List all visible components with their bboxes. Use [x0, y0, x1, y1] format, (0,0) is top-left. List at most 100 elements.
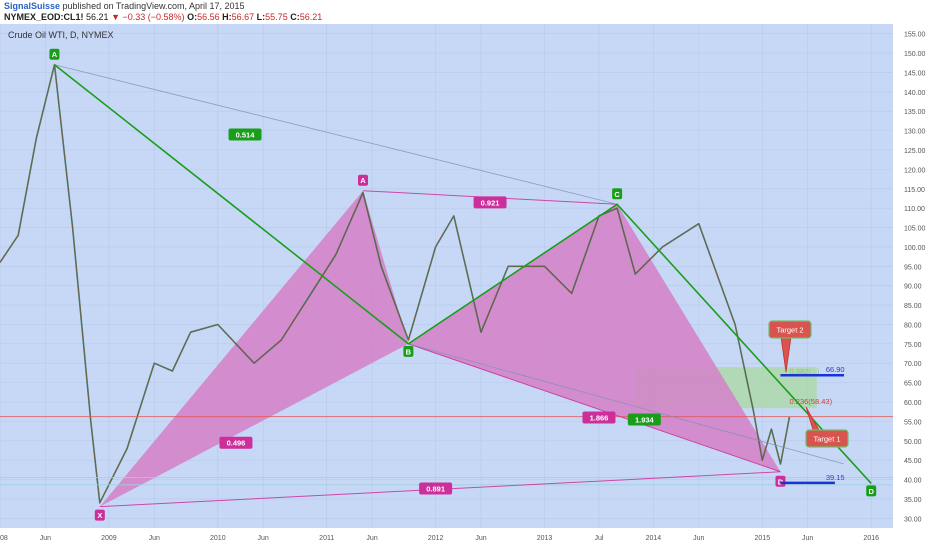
- y-tick-label: 125.00: [904, 148, 926, 155]
- time-axis[interactable]: 2008 Jun 2009 Jun 2010 Jun 2011 Jun 2012 Jun 2013 J…: [0, 528, 932, 550]
- y-tick-label: 75.00: [904, 342, 922, 349]
- target-1-value: 39.15: [826, 473, 845, 482]
- x-tick-label: Jun: [475, 535, 486, 542]
- high-label: H:: [222, 12, 232, 22]
- bcd-triangle: [408, 204, 781, 472]
- x-tick-label: 2009: [101, 535, 117, 542]
- big-d-point-label: D: [869, 487, 875, 496]
- chart-header: SignalSuisse published on TradingView.co…: [0, 0, 932, 24]
- y-tick-label: 110.00: [904, 206, 925, 213]
- fib-0236-label: 0.236(58.43): [790, 397, 833, 406]
- bd-line: [408, 343, 781, 473]
- ratio-cd-big-badge: [627, 413, 661, 426]
- y-tick-label: 150.00: [904, 51, 926, 58]
- y-tick-label: 85.00: [904, 303, 922, 310]
- xab-triangle: [99, 190, 409, 507]
- big-c-point-badge: [612, 188, 623, 200]
- open-label: O:: [187, 12, 198, 22]
- x-tick-label: 2011: [319, 535, 334, 542]
- ratio-ab-big: 0.514: [236, 130, 256, 139]
- low-label: L:: [256, 12, 266, 22]
- close-label: C:: [290, 12, 300, 22]
- big-a-point-badge: [49, 48, 60, 60]
- y-tick-label: 95.00: [904, 264, 922, 271]
- x-tick-label: 2012: [428, 535, 444, 542]
- y-tick-label: 155.00: [904, 32, 926, 39]
- y-tick-label: 45.00: [904, 458, 922, 465]
- y-tick-label: 80.00: [904, 322, 922, 329]
- y-tick-label: 30.00: [904, 516, 922, 523]
- big-a-point-label: A: [52, 50, 58, 59]
- ratio-xab: 0.496: [227, 439, 246, 448]
- x-tick-label: 2014: [646, 535, 662, 542]
- y-tick-label: 60.00: [904, 400, 922, 407]
- last-price: 56.21: [86, 12, 109, 22]
- price-axis[interactable]: 30.00 35.00 40.00 45.00 50.00 55.00 60.00 65.00…: [893, 24, 932, 550]
- small-x-point-badge: [94, 509, 105, 521]
- small-a-point-label: A: [360, 176, 366, 185]
- low-value: 55.75: [265, 12, 288, 22]
- x-tick-label: 2015: [755, 535, 771, 542]
- x-tick-label: Jul: [594, 535, 603, 542]
- ac-projection-line: [54, 64, 618, 205]
- ratio-abc-badge: [473, 196, 507, 209]
- big-b-point-label: B: [406, 347, 412, 356]
- bd-projection-line: [408, 343, 845, 465]
- y-tick-label: 135.00: [904, 109, 926, 116]
- y-tick-label: 145.00: [904, 70, 926, 77]
- high-value: 56.67: [231, 12, 255, 22]
- close-value: 56.21: [299, 12, 323, 22]
- symbol-name: NYMEX_EOD:CL1!: [4, 12, 84, 22]
- y-tick-label: 105.00: [904, 226, 926, 233]
- small-a-point-badge: [358, 174, 369, 186]
- y-tick-label: 140.00: [904, 90, 926, 97]
- pattern-fills: [99, 190, 781, 507]
- x-tick-label: Jun: [40, 535, 51, 542]
- ratio-abc: 0.921: [481, 198, 500, 207]
- x-tick-label: Jun: [258, 535, 269, 542]
- ratio-xab-badge: [219, 436, 253, 449]
- y-tick-label: 115.00: [904, 187, 925, 194]
- fib-0382-label: 0.382(...): [790, 367, 821, 376]
- x-tick-label: 2008: [0, 535, 8, 542]
- publish-info: published on TradingView.com, April 17, …: [62, 1, 245, 11]
- target-2-callout-text: Target 2: [776, 326, 803, 335]
- ratio-bcd: 1.866: [590, 414, 609, 423]
- big-b-point-badge: [403, 345, 414, 357]
- y-tick-label: 65.00: [904, 381, 922, 388]
- ratio-ab-big-badge: [228, 128, 262, 141]
- author-name[interactable]: SignalSuisse: [4, 1, 61, 11]
- y-tick-label: 100.00: [904, 245, 926, 252]
- price-line-texture: [0, 64, 790, 505]
- x-tick-label: Jun: [802, 535, 813, 542]
- x-tick-label: 2013: [537, 535, 553, 542]
- down-arrow-icon: ▼: [111, 12, 120, 22]
- target-1-callout-box: [805, 429, 849, 448]
- ratio-xad: 0.891: [426, 484, 445, 493]
- ratio-bcd-badge: [582, 411, 616, 424]
- y-tick-label: 70.00: [904, 361, 922, 368]
- abcd-path: [54, 64, 872, 484]
- target-2-value: 66.90: [826, 365, 845, 374]
- big-d-point-badge: [866, 485, 877, 497]
- price-chart[interactable]: 56.2140.5038.64ABCDXAD0.5141.9340.4960.9…: [0, 24, 932, 550]
- chart-title: Crude Oil WTI, D, NYMEX: [8, 30, 114, 40]
- x-tick-label: Jun: [693, 535, 704, 542]
- target-1-callout-text: Target 1: [813, 435, 840, 444]
- x-tick-label: 2016: [863, 535, 879, 542]
- price-axis-background: [893, 24, 932, 550]
- price-change: −0.33 (−0.58%): [122, 12, 185, 22]
- y-tick-label: 55.00: [904, 419, 922, 426]
- y-tick-label: 90.00: [904, 284, 922, 291]
- publish-line: SignalSuisse published on TradingView.co…: [4, 1, 245, 12]
- y-tick-label: 50.00: [904, 439, 922, 446]
- target-2-callout-box: [768, 320, 812, 339]
- time-axis-background: [0, 528, 932, 550]
- price-series: [0, 63, 791, 505]
- quote-line: NYMEX_EOD:CL1! 56.21 ▼ −0.33 (−0.58%) O:…: [4, 12, 322, 23]
- small-x-point-label: X: [97, 511, 102, 520]
- pattern-overlay: 56.2140.5038.64ABCDXAD0.5141.9340.4960.9…: [0, 48, 932, 521]
- ratio-cd-big: 1.934: [635, 415, 655, 424]
- y-tick-label: 130.00: [904, 129, 926, 136]
- x-tick-label: Jun: [366, 535, 377, 542]
